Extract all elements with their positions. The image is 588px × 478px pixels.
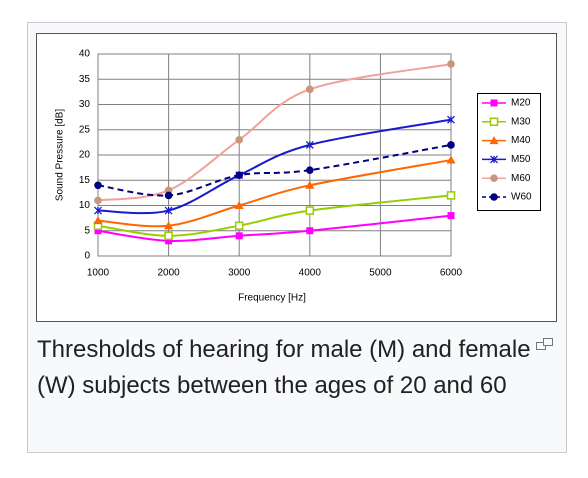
enlarge-icon[interactable] [536, 338, 553, 350]
legend-marker [490, 193, 498, 201]
marker [305, 206, 315, 215]
y-tick-label: 0 [84, 251, 90, 262]
y-tick-label: 30 [79, 99, 91, 110]
legend-label: M20 [511, 98, 531, 109]
legend-label: M50 [511, 154, 531, 165]
series-line [97, 143, 452, 197]
series-line [97, 63, 452, 202]
legend-label: W60 [511, 192, 532, 203]
x-tick-label: 6000 [440, 268, 463, 279]
legend-label: M40 [511, 135, 531, 146]
marker [94, 227, 102, 235]
y-tick-label: 15 [79, 175, 91, 186]
marker [447, 60, 455, 68]
marker [447, 141, 455, 149]
marker [306, 166, 314, 174]
y-tick-label: 40 [79, 49, 91, 60]
marker [235, 171, 243, 179]
marker [164, 221, 174, 230]
y-tick-label: 35 [79, 74, 91, 85]
caption: Thresholds of hearing for male (M) and f… [37, 336, 531, 399]
marker [446, 191, 456, 200]
marker [165, 237, 173, 245]
marker [164, 191, 173, 200]
marker [306, 227, 314, 235]
x-tick-label: 2000 [157, 268, 180, 279]
marker [305, 180, 315, 189]
x-tick-label: 1000 [87, 268, 110, 279]
legend-marker [490, 155, 498, 164]
x-tick-label: 4000 [299, 268, 322, 279]
legend-marker [489, 117, 499, 127]
legend-marker [489, 136, 499, 145]
x-axis-title: Frequency [Hz] [238, 293, 306, 304]
y-tick-label: 25 [79, 124, 91, 135]
x-tick-label: 3000 [228, 268, 251, 279]
y-tick-label: 5 [84, 225, 90, 236]
marker [234, 221, 244, 230]
marker [447, 115, 455, 124]
marker [93, 216, 103, 225]
marker [94, 206, 102, 215]
y-tick-label: 10 [79, 200, 91, 211]
marker [305, 140, 314, 149]
marker [235, 232, 243, 240]
series-line [97, 214, 452, 242]
marker [164, 206, 173, 215]
marker [94, 181, 102, 190]
x-tick-label: 5000 [369, 268, 392, 279]
marker [94, 196, 102, 205]
legend-marker [490, 174, 498, 182]
series-line [97, 118, 452, 215]
series-line [97, 159, 452, 228]
marker [235, 136, 243, 144]
marker [446, 155, 456, 164]
marker [164, 231, 173, 241]
y-axis-title: Sound Pressure [dB] [55, 109, 66, 201]
legend-marker [490, 99, 498, 107]
marker [234, 201, 244, 209]
legend-label: M30 [511, 116, 531, 127]
legend-box [477, 93, 541, 211]
y-tick-label: 20 [79, 150, 91, 161]
legend-label: M60 [511, 173, 531, 184]
marker [447, 212, 455, 220]
marker [306, 85, 314, 94]
